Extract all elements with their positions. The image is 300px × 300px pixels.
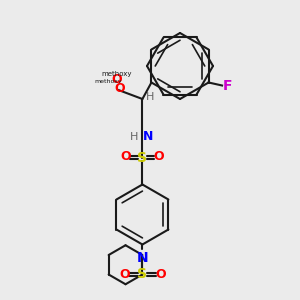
Text: S: S (137, 268, 147, 281)
Text: O: O (112, 74, 122, 86)
Text: H: H (130, 131, 138, 142)
Text: N: N (143, 130, 153, 143)
Text: O: O (115, 82, 125, 95)
Text: H: H (146, 92, 154, 103)
Text: N: N (136, 250, 148, 265)
Text: O: O (154, 149, 164, 163)
Text: O: O (119, 268, 130, 281)
Text: O: O (155, 268, 166, 281)
Text: S: S (137, 151, 147, 164)
Text: F: F (223, 79, 232, 93)
Text: O: O (121, 149, 131, 163)
Text: methoxy: methoxy (102, 71, 132, 77)
Text: methoxy: methoxy (94, 79, 122, 83)
